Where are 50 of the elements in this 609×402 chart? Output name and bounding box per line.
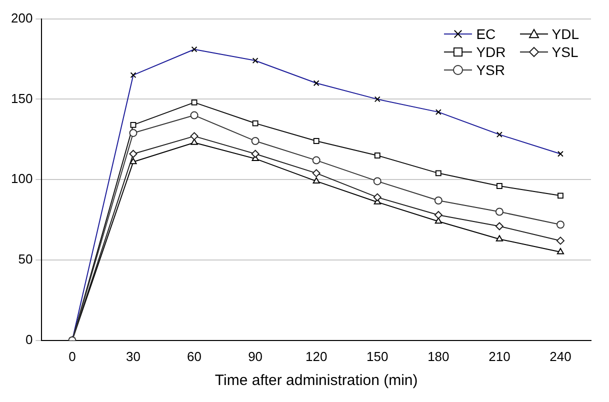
point <box>129 150 138 158</box>
point <box>191 99 198 106</box>
point <box>435 170 442 176</box>
point <box>496 235 503 242</box>
point <box>495 222 504 230</box>
point <box>312 169 320 178</box>
point <box>556 248 564 254</box>
point <box>190 132 198 140</box>
point <box>434 217 442 224</box>
legend-label: YSL <box>552 44 578 60</box>
point <box>373 177 382 186</box>
legend-label: EC <box>476 26 496 42</box>
x-tick-label: 60 <box>187 348 202 364</box>
point <box>556 220 564 229</box>
x-tick-label: 120 <box>305 348 328 364</box>
point <box>558 192 564 199</box>
legend-label: YSR <box>476 62 505 78</box>
y-tick-label: 150 <box>10 90 33 106</box>
point <box>130 158 137 164</box>
point <box>190 138 198 145</box>
x-tick-label: 30 <box>126 348 140 364</box>
x-axis-title: Time after administration (min) <box>214 372 418 390</box>
point <box>130 122 136 128</box>
point <box>129 128 138 137</box>
point <box>312 177 320 184</box>
point <box>252 120 258 126</box>
point <box>251 150 260 158</box>
point <box>374 152 380 158</box>
x-tick-label: 210 <box>488 348 510 364</box>
y-tick-label: 0 <box>25 332 33 347</box>
point <box>373 193 382 202</box>
point <box>434 196 442 205</box>
x-tick-label: 90 <box>248 348 263 364</box>
x-tick-label: 150 <box>366 348 388 364</box>
x-tick-label: 180 <box>428 348 450 364</box>
y-tick-label: 100 <box>10 171 33 186</box>
point <box>496 183 502 190</box>
x-tick-label: 240 <box>550 348 572 364</box>
x-tick-label: 0 <box>68 348 76 364</box>
point <box>251 137 260 146</box>
point <box>313 138 320 144</box>
point <box>190 111 198 120</box>
legend-label: YDL <box>552 26 579 42</box>
point <box>556 236 564 245</box>
legend-label: YDR <box>476 44 506 60</box>
point <box>312 156 320 164</box>
point <box>434 210 442 219</box>
point <box>495 208 504 216</box>
y-tick-label: 50 <box>18 252 33 267</box>
y-tick-label: 200 <box>10 10 33 26</box>
